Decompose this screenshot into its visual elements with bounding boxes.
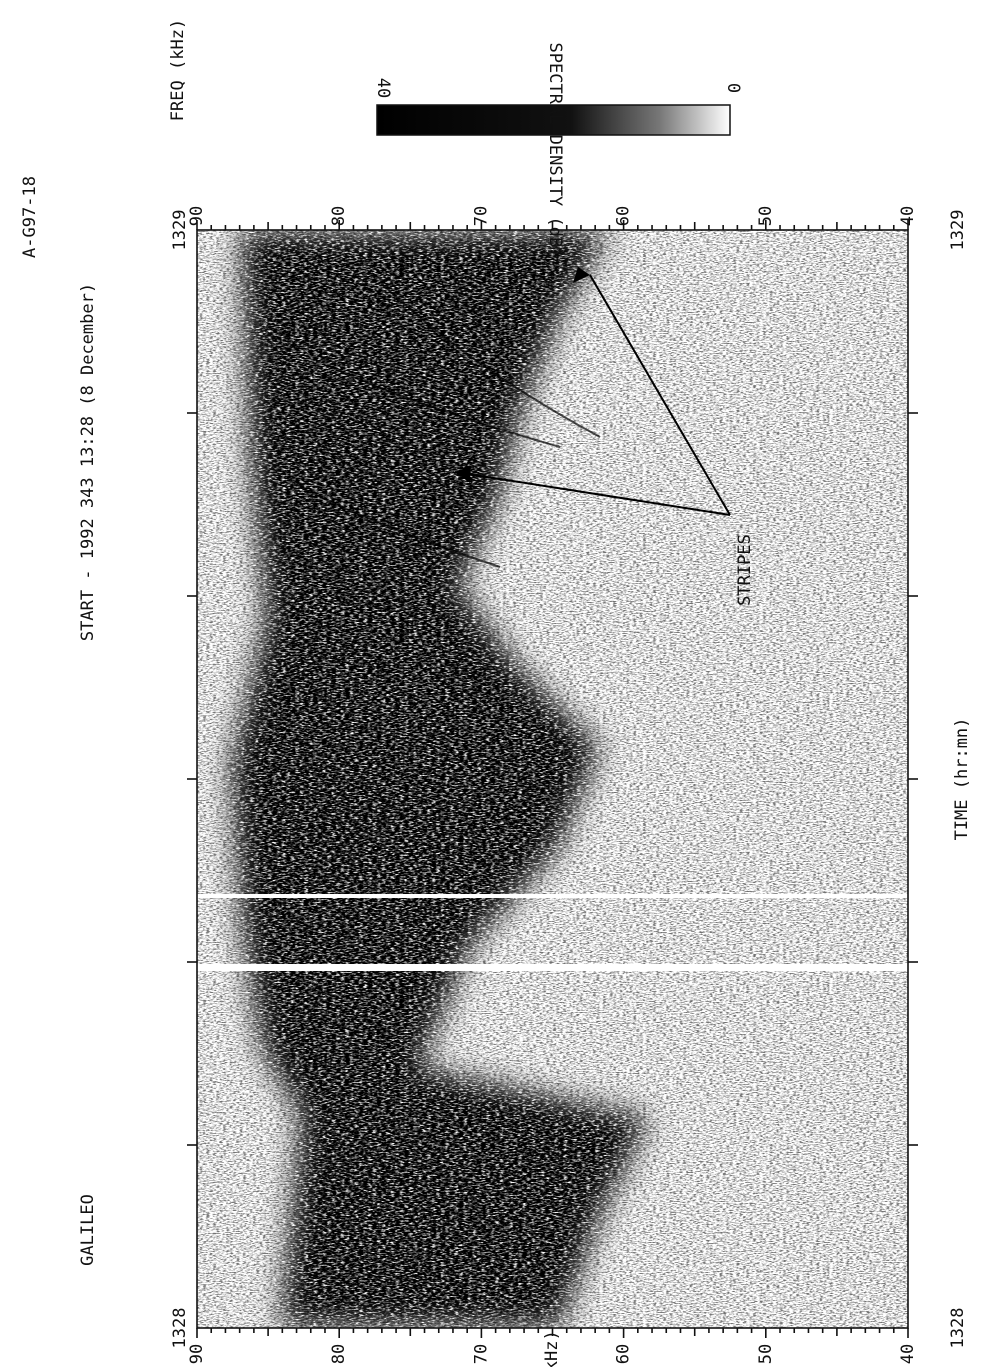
x-end-label: 1329 bbox=[170, 210, 190, 251]
y-tick-label: 70 bbox=[471, 1344, 491, 1364]
x-end-label: 1329 bbox=[948, 210, 968, 251]
colorbar-min: 0 bbox=[723, 83, 743, 93]
y-tick-label: 50 bbox=[756, 206, 776, 226]
y-tick-label: 90 bbox=[187, 206, 207, 226]
arrow-head bbox=[573, 267, 590, 283]
y-tick-label: 50 bbox=[756, 1344, 776, 1364]
y-axis-title: f(kHz) bbox=[542, 1330, 562, 1367]
y-tick-label: 90 bbox=[187, 1344, 207, 1364]
y-tick-label: 80 bbox=[329, 1344, 349, 1364]
colorbar-max: 40 bbox=[373, 78, 393, 98]
spacecraft: GALILEO bbox=[78, 1194, 98, 1266]
figure-id: A-G97-18 bbox=[20, 176, 40, 258]
rotated-figure: A-G97-18 START - 1992 343 13:28 (8 Decem… bbox=[20, 19, 972, 1367]
y-tick-label: 40 bbox=[898, 206, 918, 226]
spectrogram bbox=[197, 230, 908, 1328]
y-tick-label: 70 bbox=[471, 206, 491, 226]
y-tick-label: 40 bbox=[898, 1344, 918, 1364]
colorbar-label: SPECTRAL DENSITY (dB) bbox=[545, 43, 565, 258]
title: START - 1992 343 13:28 (8 December) bbox=[78, 283, 98, 641]
arrow bbox=[589, 274, 731, 516]
colorbar bbox=[376, 104, 731, 136]
y-tick-label: 60 bbox=[614, 206, 634, 226]
annotation: STRIPES bbox=[735, 534, 755, 606]
arrow bbox=[454, 471, 731, 516]
x-start-label: 1328 bbox=[170, 1308, 190, 1349]
x-start-label: 1328 bbox=[948, 1308, 968, 1349]
arrow-head bbox=[455, 466, 471, 483]
x-axis-title: TIME (hr:mn) bbox=[952, 718, 972, 841]
colorbar-title: FREQ (kHz) bbox=[168, 19, 188, 121]
y-tick-label: 80 bbox=[329, 206, 349, 226]
y-tick-label: 60 bbox=[614, 1344, 634, 1364]
